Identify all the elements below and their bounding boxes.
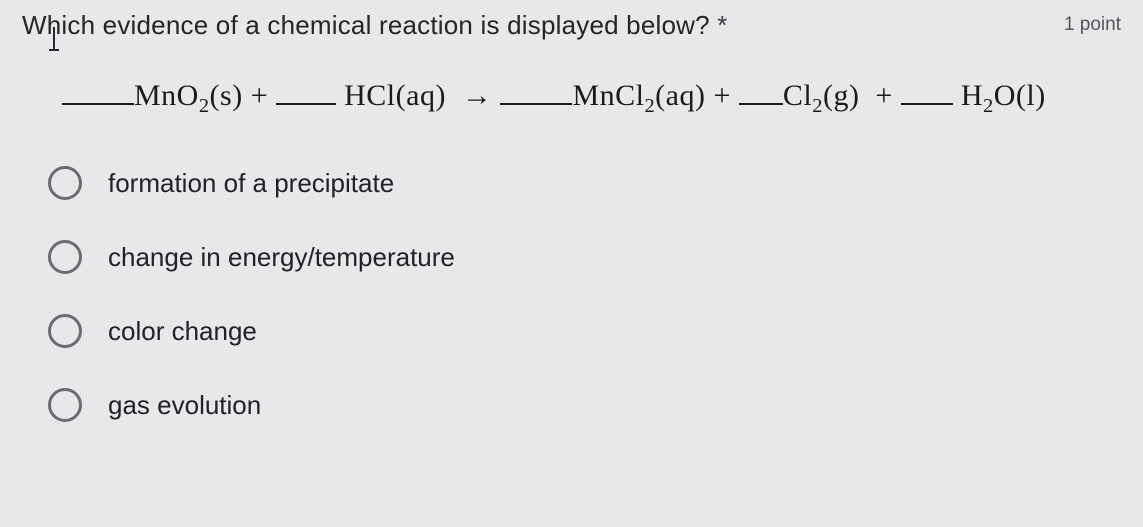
coefficient-blank (901, 83, 953, 106)
option-label: formation of a precipitate (108, 168, 394, 199)
option-label: gas evolution (108, 390, 261, 421)
coefficient-blank (500, 83, 572, 106)
radio-icon (48, 314, 82, 348)
radio-icon (48, 240, 82, 274)
radio-icon (48, 388, 82, 422)
text-cursor: h (47, 10, 62, 41)
question-text: Which evidence of a chemical reaction is… (22, 10, 728, 41)
option-gas-evolution[interactable]: gas evolution (48, 388, 1121, 422)
points-label: 1 point (1064, 14, 1121, 36)
option-label: change in energy/temperature (108, 242, 455, 273)
coefficient-blank (739, 83, 783, 106)
option-color-change[interactable]: color change (48, 314, 1121, 348)
options-group: formation of a precipitate change in ene… (22, 166, 1121, 422)
option-label: color change (108, 316, 257, 347)
radio-icon (48, 166, 82, 200)
option-precipitate[interactable]: formation of a precipitate (48, 166, 1121, 200)
coefficient-blank (276, 83, 336, 106)
chemical-equation: MnO2(s) + HCl(aq) → MnCl2(aq) + Cl2(g) +… (22, 79, 1121, 118)
question-header: Which evidence of a chemical reaction is… (22, 10, 1121, 41)
coefficient-blank (62, 83, 134, 106)
option-energy-temperature[interactable]: change in energy/temperature (48, 240, 1121, 274)
